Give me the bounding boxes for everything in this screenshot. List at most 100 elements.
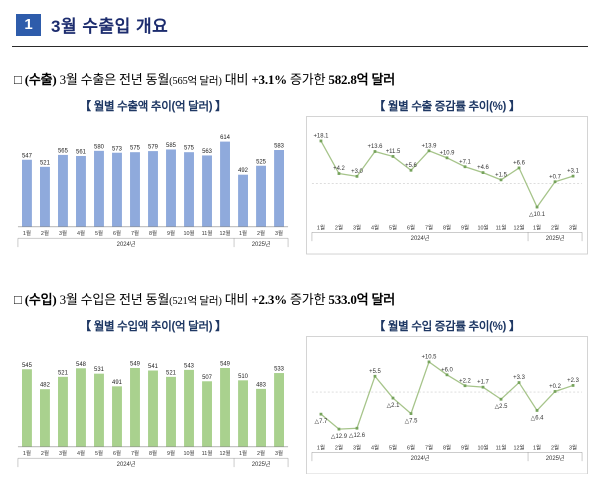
export-growth-line-chart: +18.1 +4.2 +3.0 +13.6+11.5 +5.6 +13.9+10.9+7.… (306, 116, 588, 255)
svg-text:7월: 7월 (425, 443, 433, 451)
svg-text:3월: 3월 (353, 223, 361, 231)
page-title: 3월 수출입 개요 (51, 17, 169, 36)
svg-text:+4.6: +4.6 (477, 165, 489, 171)
svg-text:+13.6: +13.6 (367, 144, 383, 150)
svg-text:575: 575 (184, 146, 195, 152)
svg-text:+11.5: +11.5 (386, 149, 401, 155)
export-growth-chart: 【 월별 수출 증감률 추이(%) 】 +18.1 +4.2 +3.0 +13.6 +1… (306, 98, 588, 255)
import-prev-year-value: (521억 달러) (169, 295, 222, 307)
import-label: (수입) (24, 291, 57, 307)
svg-text:8월: 8월 (149, 449, 157, 457)
svg-text:6월: 6월 (113, 229, 121, 237)
svg-text:2025년: 2025년 (546, 234, 565, 242)
svg-text:+5.6: +5.6 (405, 163, 417, 169)
svg-text:2월: 2월 (41, 229, 49, 237)
bullet-square-icon: □ (14, 72, 22, 87)
svg-text:1월: 1월 (23, 229, 31, 237)
svg-text:2025년: 2025년 (546, 454, 565, 462)
import-text-2: 대비 (224, 291, 249, 307)
import-growth-chart: 【 월별 수입 증감률 추이(%) 】 △7.7 △12.9 △12.6 +5.5 △2… (306, 318, 588, 475)
svg-text:4월: 4월 (371, 223, 379, 231)
import-growth-chart-title: 【 월별 수입 증감률 추이(%) 】 (373, 320, 521, 333)
svg-text:6월: 6월 (113, 449, 121, 457)
svg-text:+3.3: +3.3 (513, 375, 525, 381)
svg-text:1월: 1월 (239, 449, 247, 457)
svg-text:1월: 1월 (533, 223, 541, 231)
import-summary: □ (수입) 3월 수입은 전년 동월(521억 달러) 대비 +2.3% 증가… (14, 289, 586, 308)
svg-text:11월: 11월 (496, 443, 507, 451)
svg-text:9월: 9월 (167, 449, 175, 457)
import-text-3: 증가한 (290, 291, 326, 307)
export-amount: 582.8억 달러 (328, 72, 395, 87)
svg-text:579: 579 (148, 145, 159, 151)
svg-text:1월: 1월 (533, 443, 541, 451)
svg-text:2025년: 2025년 (252, 240, 271, 248)
svg-text:△7.5: △7.5 (405, 418, 418, 424)
svg-text:614: 614 (220, 135, 231, 141)
svg-text:3월: 3월 (275, 229, 283, 237)
svg-text:7월: 7월 (131, 229, 139, 237)
svg-text:8월: 8월 (149, 229, 157, 237)
svg-text:585: 585 (166, 143, 177, 149)
export-charts-row: 【 월별 수출액 추이(억 달러) 】 547 521 565 561 580 573 57… (12, 98, 588, 255)
svg-text:5월: 5월 (389, 223, 397, 231)
svg-text:5월: 5월 (95, 229, 103, 237)
svg-text:531: 531 (94, 367, 104, 373)
svg-text:10월: 10월 (477, 223, 488, 231)
svg-text:507: 507 (202, 374, 212, 380)
svg-text:510: 510 (238, 373, 249, 379)
svg-text:2월: 2월 (257, 449, 265, 457)
import-amount: 533.0억 달러 (328, 291, 395, 307)
svg-text:12월: 12월 (513, 443, 524, 451)
export-growth-pct: +3.1% (251, 72, 287, 87)
svg-text:563: 563 (202, 149, 213, 155)
svg-text:492: 492 (238, 168, 248, 174)
svg-text:2025년: 2025년 (252, 460, 271, 468)
svg-text:2024년: 2024년 (117, 240, 136, 248)
svg-text:11월: 11월 (202, 449, 213, 457)
svg-text:2월: 2월 (551, 223, 559, 231)
export-label: (수출) (24, 72, 57, 87)
svg-text:549: 549 (220, 361, 231, 367)
svg-text:△2.5: △2.5 (495, 404, 508, 410)
import-charts-row: 【 월별 수입액 추이(억 달러) 】 545 482 521 548 531 491 54… (12, 318, 588, 475)
svg-text:+0.2: +0.2 (549, 384, 561, 390)
export-growth-chart-title: 【 월별 수출 증감률 추이(%) 】 (373, 101, 521, 113)
svg-text:+4.2: +4.2 (333, 166, 345, 172)
svg-text:2024년: 2024년 (411, 454, 430, 462)
svg-text:541: 541 (148, 364, 158, 370)
svg-text:7월: 7월 (131, 449, 139, 457)
svg-text:12월: 12월 (219, 449, 230, 457)
svg-text:11월: 11월 (202, 229, 213, 237)
svg-text:△12.6: △12.6 (349, 433, 366, 439)
svg-text:533: 533 (274, 366, 285, 372)
svg-text:+13.9: +13.9 (422, 143, 438, 149)
svg-text:+7.1: +7.1 (459, 159, 471, 165)
svg-text:491: 491 (112, 379, 122, 385)
svg-text:2월: 2월 (335, 223, 343, 231)
svg-text:3월: 3월 (569, 223, 577, 231)
import-growth-line-chart: △7.7 △12.9 △12.6 +5.5 △2.1 △7.5 +10.5 +6.0 +2.2 +… (306, 335, 588, 474)
svg-text:+10.9: +10.9 (440, 150, 456, 156)
svg-text:6월: 6월 (407, 443, 415, 451)
svg-text:+5.5: +5.5 (369, 368, 381, 374)
svg-text:2월: 2월 (41, 449, 49, 457)
svg-text:4월: 4월 (77, 449, 85, 457)
svg-text:10월: 10월 (183, 449, 194, 457)
import-amount-chart-title: 【 월별 수입액 추이(억 달러) 】 (79, 320, 227, 333)
svg-text:△7.7: △7.7 (315, 419, 328, 425)
import-growth-pct: +2.3% (251, 291, 287, 307)
svg-text:547: 547 (22, 153, 32, 159)
svg-text:4월: 4월 (77, 229, 85, 237)
svg-text:△12.9: △12.9 (331, 434, 348, 440)
svg-text:525: 525 (256, 159, 267, 165)
svg-text:3월: 3월 (353, 443, 361, 451)
svg-text:+1.5: +1.5 (495, 172, 507, 178)
svg-text:3월: 3월 (59, 449, 67, 457)
svg-text:2024년: 2024년 (117, 460, 136, 468)
svg-text:+2.3: +2.3 (567, 377, 579, 383)
svg-text:1월: 1월 (317, 443, 325, 451)
svg-text:+3.1: +3.1 (567, 169, 579, 175)
svg-text:+3.0: +3.0 (351, 169, 363, 175)
